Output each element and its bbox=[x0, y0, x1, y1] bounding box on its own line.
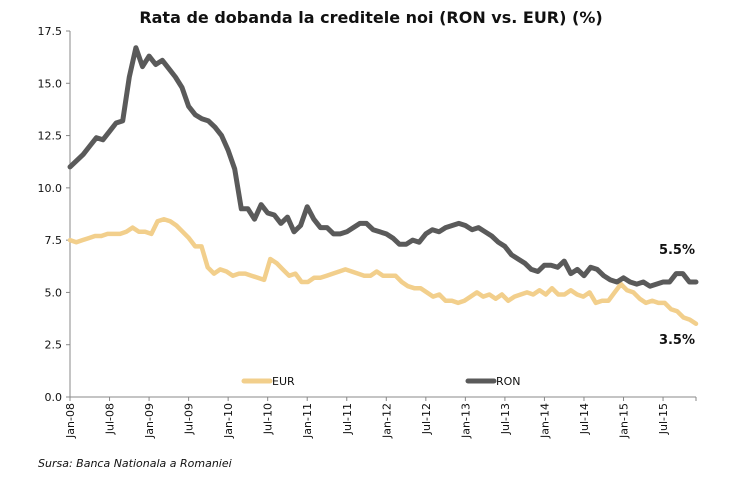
x-tick-label: Jul-14 bbox=[578, 403, 591, 435]
x-tick-label: Jan-11 bbox=[301, 403, 314, 439]
x-tick-label: Jan-15 bbox=[618, 403, 631, 439]
x-tick-label: Jan-12 bbox=[380, 403, 393, 439]
y-tick-label: 15.0 bbox=[38, 77, 63, 90]
x-tick-label: Jan-14 bbox=[538, 403, 551, 439]
chart-lines bbox=[67, 45, 699, 327]
y-tick-label: 10.0 bbox=[38, 182, 63, 195]
chart-title: Rata de dobanda la creditele noi (RON vs… bbox=[139, 8, 603, 27]
x-tick-label: Jul-12 bbox=[420, 403, 433, 435]
chart-annotations: 5.5% 3.5% bbox=[659, 243, 695, 348]
legend-label-ron: RON bbox=[496, 375, 521, 388]
x-tick-label: Jan-08 bbox=[64, 403, 77, 439]
x-tick-label: Jul-13 bbox=[499, 403, 512, 435]
y-tick-label: 12.5 bbox=[38, 130, 63, 143]
legend-label-eur: EUR bbox=[272, 375, 295, 388]
chart-legend: EUR RON bbox=[241, 375, 521, 388]
y-tick-label: 17.5 bbox=[38, 25, 63, 38]
chart-axes: 0.0 2.5 5.0 7.5 10.0 12.5 15.0 17.5 Jan-08 Jul-08… bbox=[38, 25, 697, 439]
x-tick-label: Jul-08 bbox=[104, 403, 117, 435]
end-label-eur: 3.5% bbox=[659, 333, 695, 348]
x-tick-label: Jul-11 bbox=[341, 403, 354, 435]
series-line-ron bbox=[67, 45, 699, 289]
x-tick-label: Jul-15 bbox=[657, 403, 670, 435]
x-tick-label: Jul-09 bbox=[183, 403, 196, 435]
y-tick-label: 2.5 bbox=[45, 339, 63, 352]
x-tick-label: Jan-10 bbox=[222, 403, 235, 439]
source-note: Sursa: Banca Nationala a Romaniei bbox=[38, 457, 232, 470]
x-tick-label: Jul-10 bbox=[262, 403, 275, 435]
x-tick-label: Jan-09 bbox=[143, 403, 156, 439]
y-tick-label: 0.0 bbox=[45, 391, 63, 404]
y-tick-label: 5.0 bbox=[45, 286, 63, 299]
y-tick-label: 7.5 bbox=[45, 234, 63, 247]
end-label-ron: 5.5% bbox=[659, 243, 695, 258]
series-line-eur bbox=[67, 216, 699, 327]
x-tick-label: Jan-13 bbox=[459, 403, 472, 439]
